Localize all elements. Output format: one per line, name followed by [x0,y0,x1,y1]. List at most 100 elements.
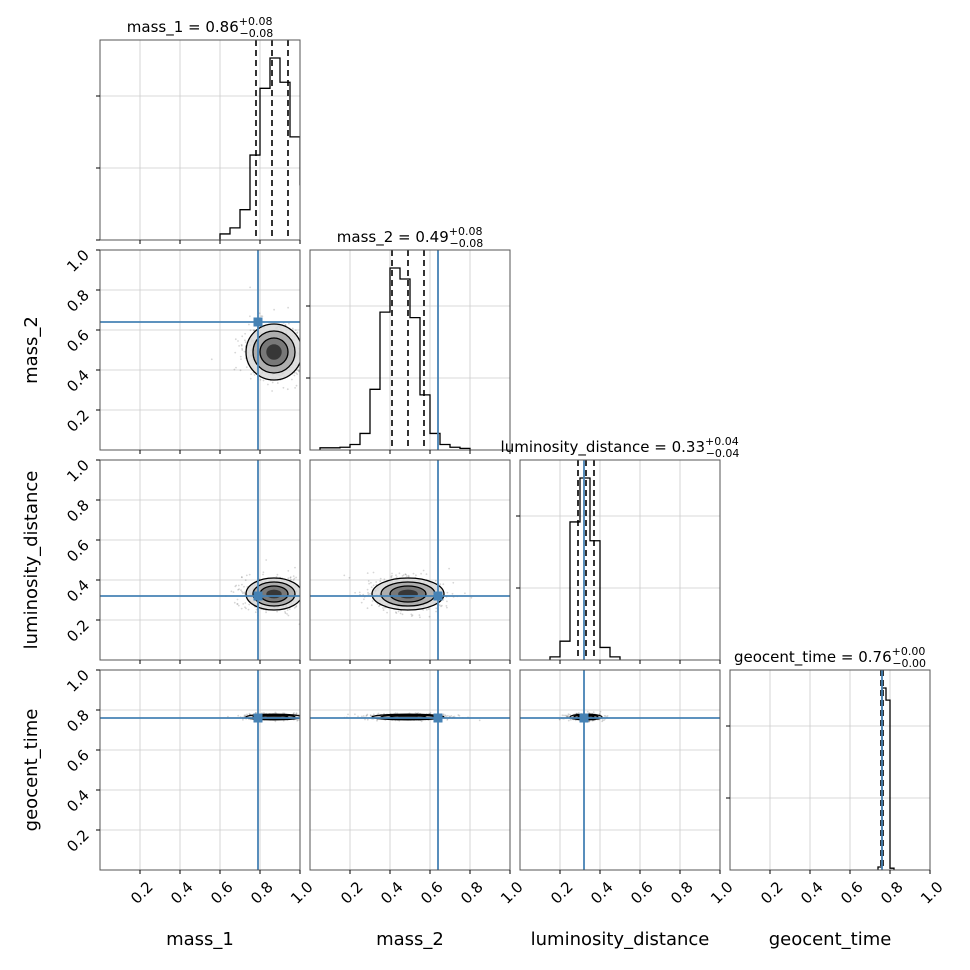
sample-point [238,345,241,347]
sample-point [248,573,251,576]
sample-point [244,579,247,582]
sample-point [415,574,417,577]
sample-point [366,572,369,574]
panel-frame-2-0 [99,459,301,661]
sample-point [234,351,237,354]
sample-point [379,577,382,580]
panel-frame-3-0 [99,669,301,871]
panel-backgrounds [100,40,930,870]
sample-point [367,593,370,596]
sample-point [236,598,239,601]
sample-point [453,715,456,718]
panel-frame-2-2 [519,459,721,661]
sample-point [233,368,236,371]
sample-point [276,573,279,576]
sample-point [382,607,384,609]
sample-point [427,608,430,610]
sample-point [442,599,445,601]
sample-point [276,382,279,384]
panel-bg-3-3 [730,670,930,870]
sample-point [588,720,591,722]
sample-point [370,714,372,717]
title-main: mass_2 = 0.49 [337,228,449,247]
contour-line-1 [252,581,296,607]
sample-point [347,713,349,716]
sample-point [397,610,400,613]
sample-point [603,714,606,717]
sample-point [366,713,369,716]
sample-point [235,584,238,587]
sample-point [444,714,447,717]
sample-point [395,612,398,614]
sample-point [570,718,572,721]
truth-marker-1-0 [253,317,263,327]
truth-marker-2-1 [433,591,443,601]
sample-point [274,720,277,723]
sample-point [452,581,455,584]
sample-point [402,574,405,576]
sample-point [450,715,453,717]
sample-point [457,714,460,716]
sample-point [232,591,235,593]
sample-point [241,583,243,586]
sample-point [370,586,373,589]
sample-point [241,590,243,593]
panel-bg-0-0 [100,40,300,240]
panel-frame-1-0 [99,249,301,451]
sample-point [253,329,256,332]
sample-point [244,714,247,717]
sample-point [384,606,386,609]
sample-point [294,387,296,389]
sample-point [262,573,264,576]
sample-point [395,611,397,614]
sample-point [369,714,372,717]
sample-point [287,570,290,572]
sample-point [247,608,250,611]
sample-point [464,592,466,595]
sample-point [294,566,296,569]
sample-point [592,711,595,714]
sample-point [441,604,443,607]
sample-point [288,322,290,325]
sample-point [419,616,421,619]
sample-point [563,714,565,717]
sample-point [210,358,213,361]
title-main: geocent_time = 0.76 [734,648,892,667]
sample-point [357,715,359,718]
panel-bg-3-1 [310,670,510,870]
sample-point [293,577,296,580]
title-minus: −0.04 [706,447,740,460]
sample-point [561,714,564,717]
sample-point [240,358,242,360]
sample-point [390,575,393,578]
sample-point [289,577,292,579]
sample-point [249,329,252,332]
sample-point [435,610,437,613]
sample-point [569,713,571,716]
sample-point [230,590,233,593]
sample-point [567,713,570,716]
sample-point [240,576,243,578]
density-fill-3 [266,589,282,599]
sample-point [227,715,229,718]
sample-point [234,585,237,588]
histogram-geocent_time [877,670,895,870]
title-plus: +0.04 [705,435,739,448]
sample-point [292,579,295,581]
sample-point [258,312,261,315]
sample-point [245,607,247,610]
histogram-mass_1 [219,40,300,240]
sample-point [429,712,432,714]
sample-point [246,713,248,716]
contour-line-2 [259,337,289,367]
sample-point [603,719,606,721]
sample-point [420,572,422,575]
sample-point [358,591,361,594]
sample-point [291,327,294,330]
sample-point [425,573,428,575]
sample-point [255,608,258,611]
sample-point [426,609,428,611]
sample-point [297,719,299,721]
sample-point [291,378,293,381]
sample-point [395,574,397,577]
